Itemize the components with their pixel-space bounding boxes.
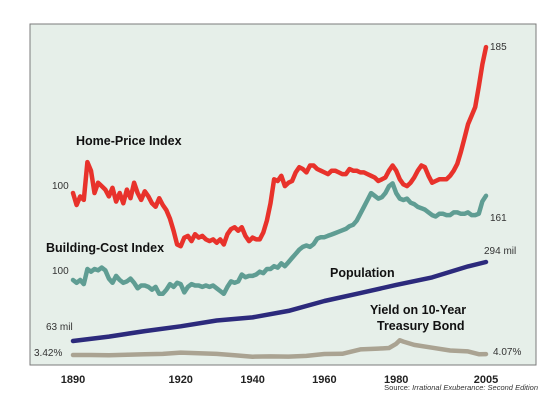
x-tick-1940: 1940 [240, 374, 264, 386]
yield-end-value: 4.07% [493, 347, 521, 358]
home-end-value: 185 [490, 42, 507, 53]
source-note: Source: Irrational Exuberance: Second Ed… [384, 383, 538, 392]
building-end-value: 161 [490, 213, 507, 224]
yield-line [70, 338, 489, 359]
building-line [70, 181, 489, 297]
x-tick-1960: 1960 [312, 374, 336, 386]
home-line [70, 44, 489, 249]
population-end-value: 294 mil [484, 246, 516, 257]
building-cost-label: Building-Cost Index [46, 241, 164, 255]
population-start-value: 63 mil [46, 322, 73, 333]
x-axis-ticks: 1890 1920 1940 1960 1980 2005 [61, 374, 498, 386]
x-tick-1890: 1890 [61, 374, 85, 386]
x-tick-1980: 1980 [384, 374, 408, 386]
yield-label-line1: Yield on 10-Year [370, 303, 466, 317]
x-tick-1920: 1920 [168, 374, 192, 386]
yield-label-line2: Treasury Bond [377, 319, 465, 333]
population-line [70, 259, 489, 344]
building-start-value: 100 [52, 266, 69, 277]
series-lines [70, 44, 489, 359]
population-label: Population [330, 266, 395, 280]
x-tick-2005: 2005 [474, 374, 498, 386]
series-labels: Home-Price Index Building-Cost Index Popul… [34, 42, 521, 359]
home-price-label: Home-Price Index [76, 134, 182, 148]
yield-start-value: 3.42% [34, 348, 62, 359]
home-start-value: 100 [52, 181, 69, 192]
